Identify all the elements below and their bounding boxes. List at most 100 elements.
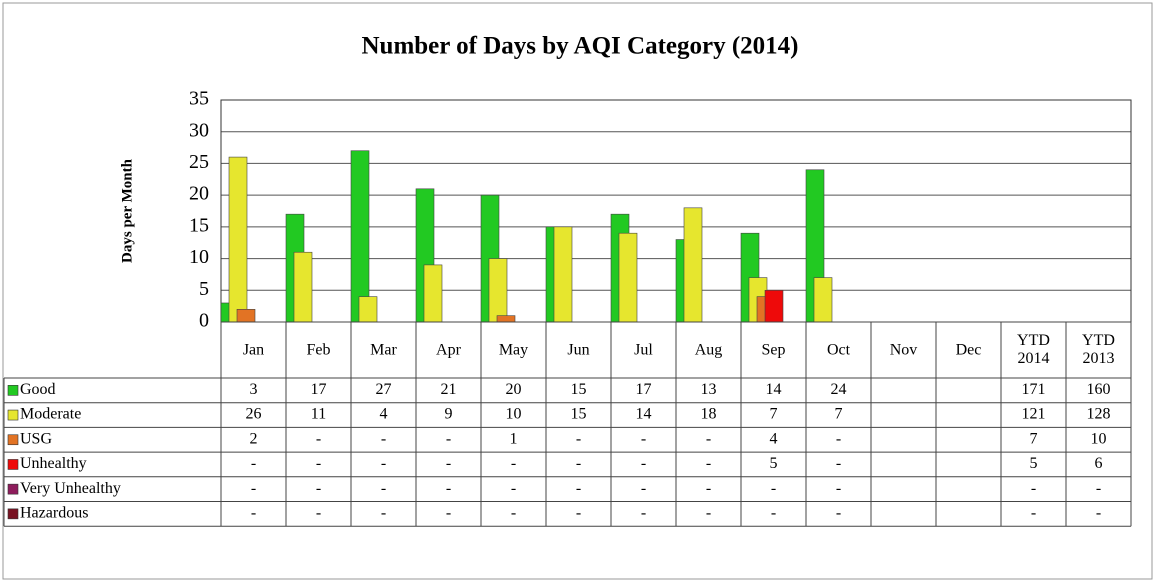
bar <box>683 207 703 323</box>
bar <box>553 226 573 323</box>
table-cell: 14 <box>766 381 782 398</box>
bar <box>764 289 784 323</box>
table-cell: - <box>576 455 581 472</box>
table-cell: - <box>641 430 646 447</box>
legend-label: Unhealthy <box>20 455 87 472</box>
y-tick-label: 0 <box>199 310 209 332</box>
y-tick-label: 25 <box>189 151 209 173</box>
x-tick-label: Sep <box>762 342 786 359</box>
table-cell: - <box>251 505 256 522</box>
table-cell: - <box>576 430 581 447</box>
table-cell: 5 <box>770 455 778 472</box>
y-tick-label: 5 <box>199 278 209 300</box>
table-cell: - <box>576 480 581 497</box>
table-cell: - <box>381 505 386 522</box>
legend-swatch <box>7 483 19 495</box>
table-cell: - <box>706 505 711 522</box>
legend-label: Very Unhealthy <box>20 480 121 497</box>
table-cell: - <box>251 480 256 497</box>
table-cell: - <box>511 505 516 522</box>
table-cell: 14 <box>636 406 652 423</box>
table-cell: - <box>641 480 646 497</box>
x-tick-label: May <box>499 342 528 359</box>
bar <box>358 296 378 323</box>
legend-swatch <box>7 409 19 421</box>
table-cell: 160 <box>1087 381 1111 398</box>
y-axis-label: Days per Month <box>119 158 135 263</box>
y-tick-label: 20 <box>189 183 209 205</box>
x-tick-label: Jul <box>634 342 653 359</box>
bar <box>488 258 508 323</box>
table-cell: 4 <box>770 430 778 447</box>
table-cell: - <box>836 480 841 497</box>
table-cell: - <box>446 455 451 472</box>
legend-label: Good <box>20 381 56 398</box>
x-tick-label: Apr <box>436 342 462 359</box>
table-cell: 7 <box>835 406 843 423</box>
table-cell: 2 <box>250 430 258 447</box>
table-cell: - <box>446 505 451 522</box>
bar <box>350 150 370 323</box>
table-cell: 128 <box>1087 406 1111 423</box>
table-cell: - <box>1096 480 1101 497</box>
x-tick-label: Jan <box>243 342 264 359</box>
x-tick-label: Nov <box>890 342 918 359</box>
legend-swatch <box>7 459 19 470</box>
table-cell: - <box>251 455 256 472</box>
table-cell: 171 <box>1022 381 1046 398</box>
bar <box>228 156 248 323</box>
x-tick-label: Aug <box>695 342 723 359</box>
table-cell: 6 <box>1095 455 1103 472</box>
table-cell: - <box>1096 505 1101 522</box>
table-cell: - <box>836 430 841 447</box>
legend-label: USG <box>20 430 52 447</box>
table-cell: - <box>576 505 581 522</box>
table-cell: 7 <box>1030 430 1038 447</box>
table-cell: - <box>771 505 776 522</box>
table-cell: 121 <box>1022 406 1046 423</box>
bar <box>236 309 256 323</box>
x-tick-label: Feb <box>307 342 331 359</box>
table-cell: 27 <box>376 381 392 398</box>
table-cell: 10 <box>1091 430 1107 447</box>
table-cell: 4 <box>380 406 388 423</box>
table-cell: 17 <box>636 381 652 398</box>
table-cell: - <box>511 480 516 497</box>
table-cell: - <box>511 455 516 472</box>
legend-swatch <box>7 508 19 520</box>
column-header: YTD 2013 <box>1082 332 1115 367</box>
table-cell: 11 <box>311 406 326 423</box>
column-header: YTD 2014 <box>1017 332 1050 367</box>
x-tick-label: Jun <box>567 342 589 359</box>
table-cell: 21 <box>441 381 457 398</box>
table-cell: - <box>641 455 646 472</box>
table-cell: - <box>446 480 451 497</box>
bar <box>496 315 516 323</box>
y-tick-label: 30 <box>189 119 209 141</box>
table-cell: - <box>706 455 711 472</box>
table-cell: 20 <box>506 381 522 398</box>
table-cell: 1 <box>510 430 518 447</box>
bar <box>618 232 638 323</box>
table-cell: 9 <box>445 406 453 423</box>
table-cell: - <box>316 455 321 472</box>
y-tick-label: 15 <box>189 214 209 236</box>
bar <box>813 277 833 323</box>
y-tick-label: 35 <box>189 88 209 110</box>
table-cell: - <box>1031 480 1036 497</box>
table-cell: 3 <box>250 381 258 398</box>
table-cell: 5 <box>1030 455 1038 472</box>
bar <box>423 264 443 323</box>
legend-swatch <box>7 385 19 396</box>
table-cell: 15 <box>571 381 587 398</box>
table-cell: - <box>706 430 711 447</box>
table-cell: - <box>316 505 321 522</box>
bar <box>293 251 313 323</box>
x-tick-label: Dec <box>956 342 982 359</box>
table-cell: 10 <box>506 406 522 423</box>
table-cell: 24 <box>831 381 847 398</box>
y-tick-label: 10 <box>189 246 209 268</box>
table-cell: 17 <box>311 381 327 398</box>
